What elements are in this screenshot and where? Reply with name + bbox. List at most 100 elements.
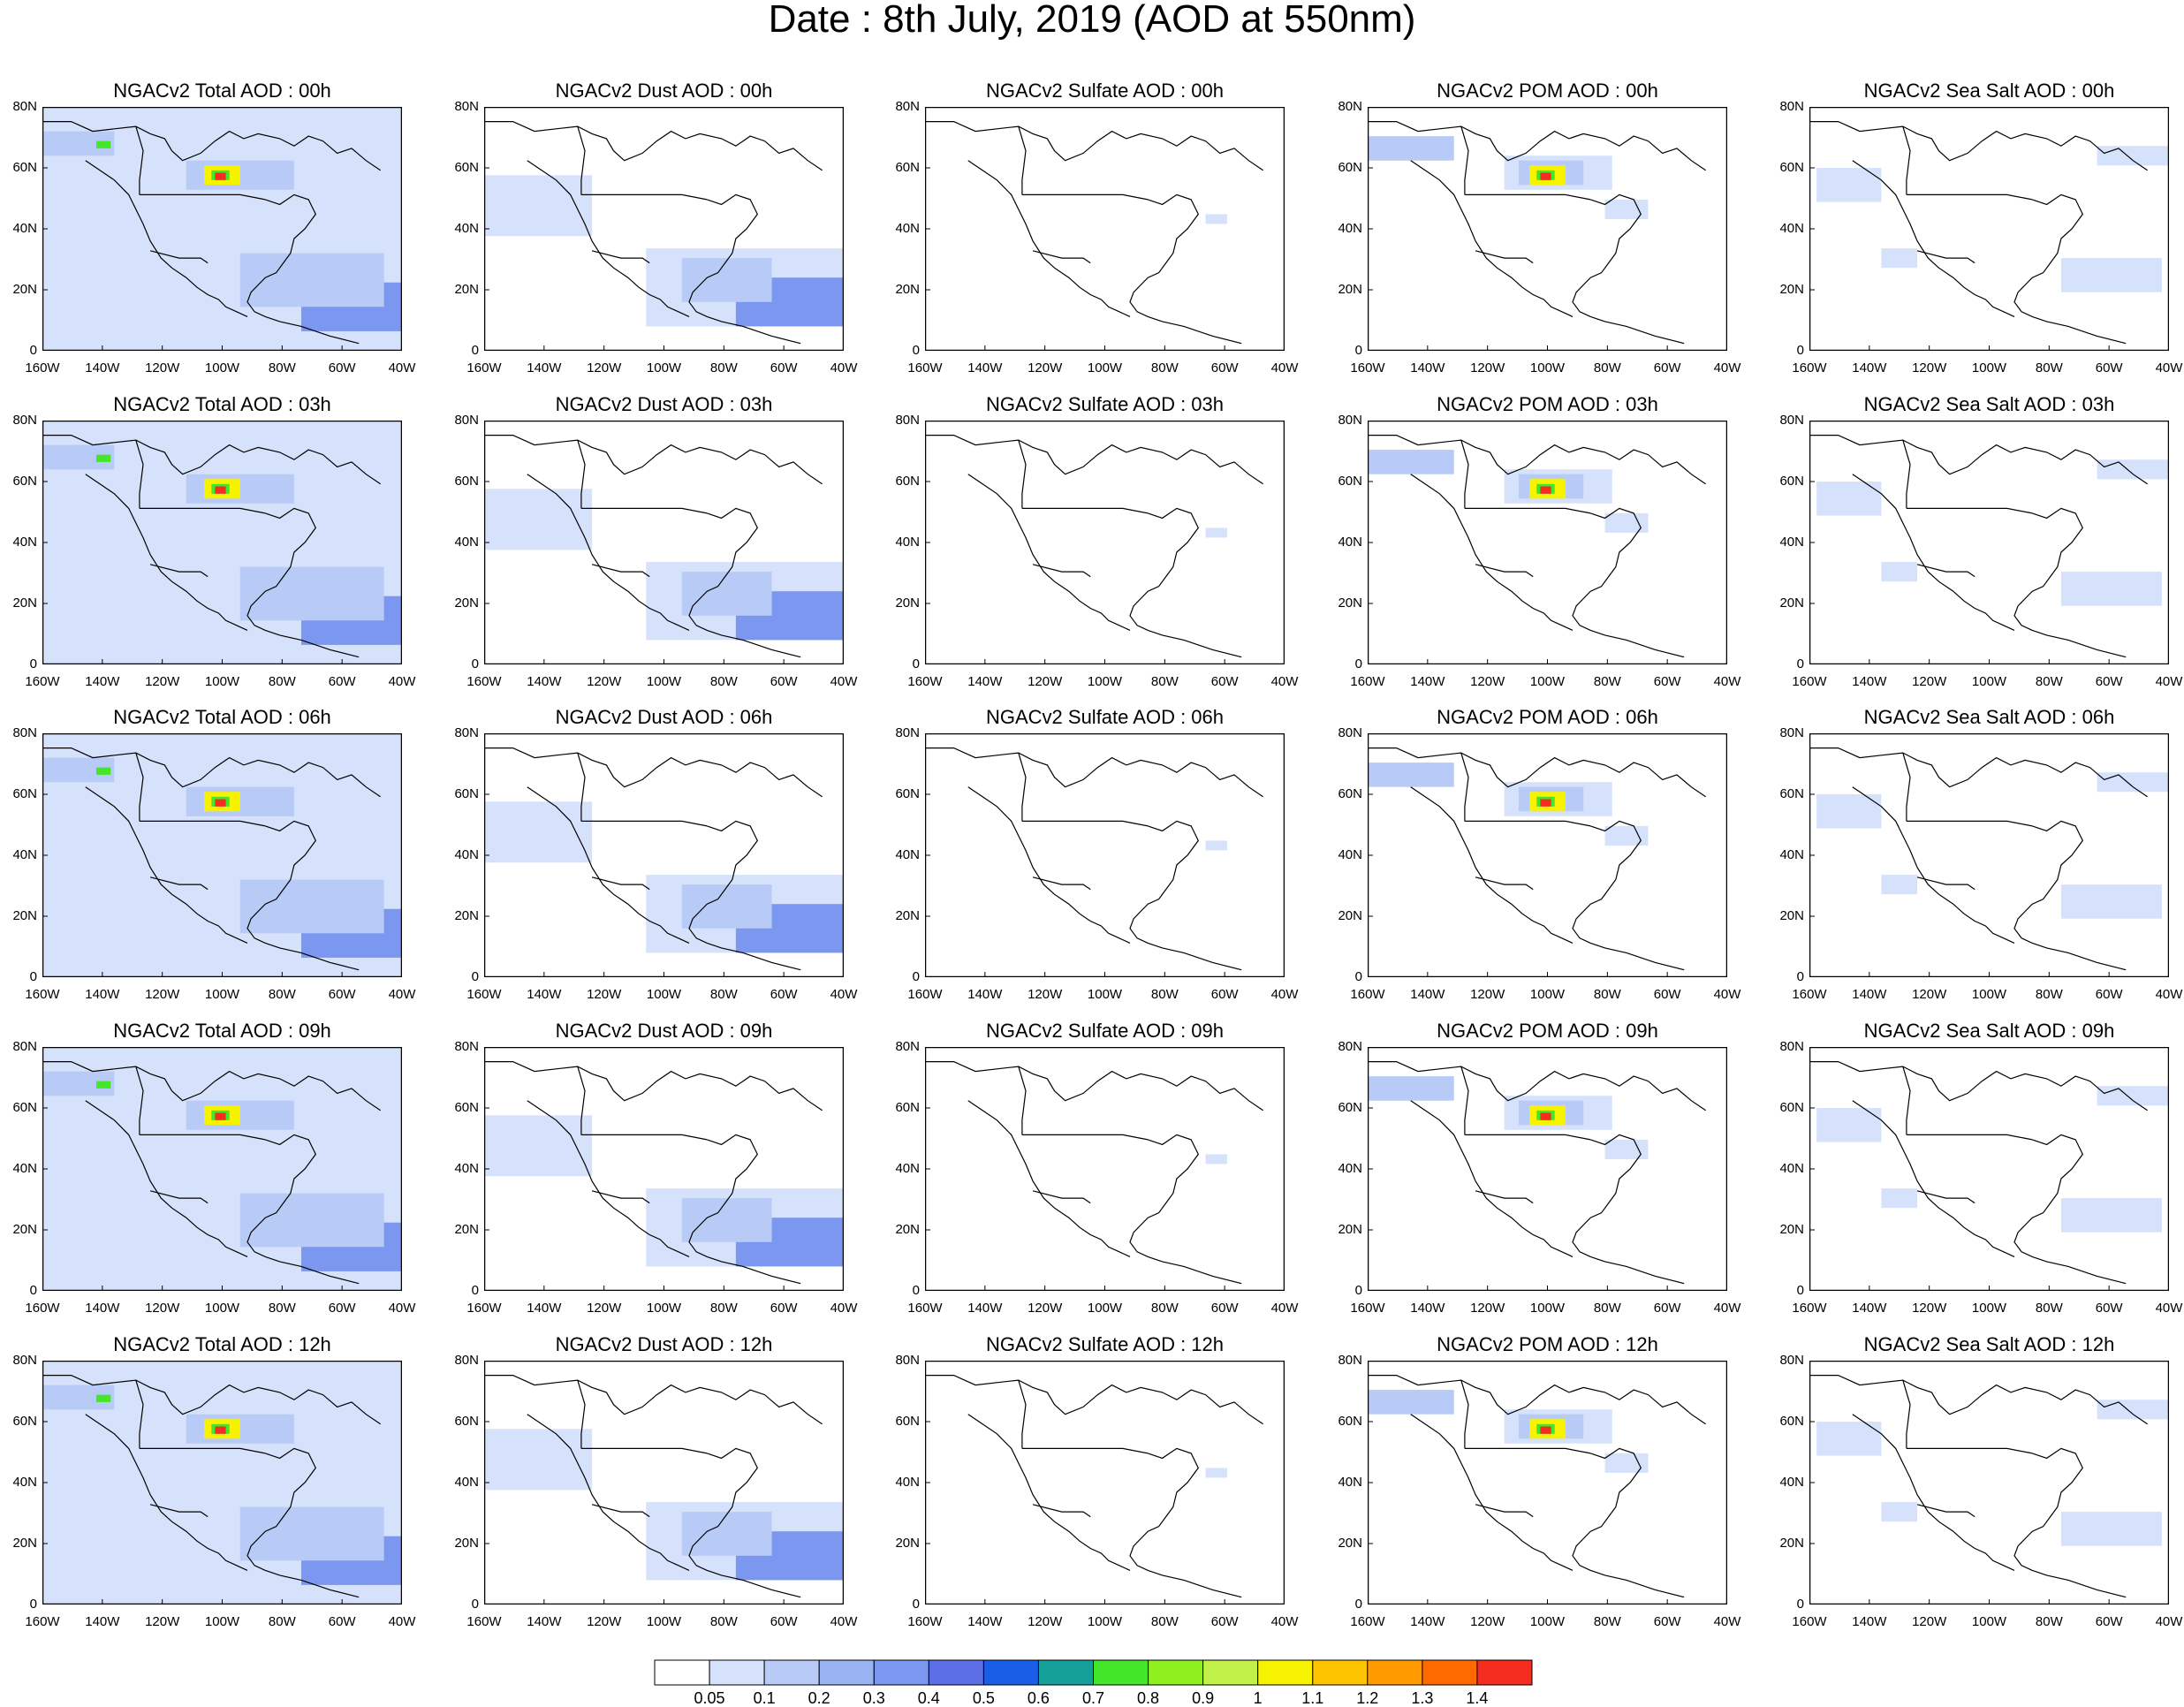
latitude-label: 80N <box>454 99 479 114</box>
coastline <box>1410 160 1574 317</box>
coastline <box>1852 1100 2015 1257</box>
longitude-label: 100W <box>1529 1614 1566 1629</box>
colorbar-swatch <box>928 1659 984 1686</box>
coastline <box>1572 507 1685 658</box>
coastline <box>1464 193 1591 201</box>
panel-title: NGACv2 Total AOD : 00h <box>113 80 331 102</box>
aod-shading <box>484 1429 593 1491</box>
longitude-label: 80W <box>1593 1301 1621 1316</box>
coastline <box>1916 876 1975 891</box>
map-frame <box>1809 733 2169 977</box>
latitude-label: 60N <box>12 160 37 175</box>
aod-map <box>1809 733 2169 977</box>
longitude-label: 60W <box>1653 1614 1681 1629</box>
latitude-label: 0 <box>1354 656 1362 671</box>
longitude-label: 40W <box>2155 360 2183 376</box>
latitude-label: 20N <box>1779 1222 1804 1237</box>
longitude-label: 100W <box>1971 987 2007 1002</box>
latitude-label: 0 <box>471 656 479 671</box>
coastline <box>135 1379 144 1449</box>
latitude-label: 40N <box>12 221 37 236</box>
latitude-label: 60N <box>454 160 479 175</box>
panel-title: NGACv2 Sea Salt AOD : 03h <box>1863 393 2115 415</box>
longitude-label: 60W <box>770 360 798 376</box>
coastline <box>925 435 1263 485</box>
latitude-label: 40N <box>12 535 37 550</box>
longitude-label: 40W <box>1713 1614 1741 1629</box>
longitude-label: 60W <box>2095 674 2123 689</box>
map-frame <box>925 421 1285 664</box>
latitude-label: 20N <box>12 596 37 611</box>
coastline <box>135 439 144 509</box>
longitude-label: 120W <box>1470 1614 1505 1629</box>
longitude-label: 100W <box>204 1301 240 1316</box>
aod-shading <box>1368 450 1454 474</box>
aod-shading <box>2060 572 2162 606</box>
aod-shading <box>96 1394 111 1402</box>
colorbar-swatch <box>654 1659 710 1686</box>
latitude-label: 60N <box>895 1100 920 1115</box>
longitude-label: 160W <box>25 1301 60 1316</box>
longitude-label: 140W <box>1410 987 1445 1002</box>
longitude-label: 160W <box>907 360 943 376</box>
panel-title: NGACv2 Total AOD : 09h <box>113 1020 331 1042</box>
latitude-label: 60N <box>1338 786 1362 801</box>
aod-map <box>42 1361 402 1605</box>
coastline <box>580 820 708 827</box>
aod-shading <box>2060 1512 2162 1546</box>
coastline <box>1460 1379 1469 1449</box>
colorbar-label: 0.8 <box>1137 1689 1160 1707</box>
coastline <box>149 1504 209 1518</box>
aod-shading <box>1540 799 1551 807</box>
coastline <box>1906 820 2033 827</box>
aod-map <box>1809 1047 2169 1291</box>
latitude-label: 40N <box>1338 221 1362 236</box>
longitude-label: 140W <box>967 360 1003 376</box>
longitude-label: 60W <box>1653 1301 1681 1316</box>
panel-title: NGACv2 POM AOD : 03h <box>1437 393 1658 415</box>
latitude-label: 0 <box>1796 1283 1804 1298</box>
coastline <box>1852 1414 2015 1571</box>
aod-shading <box>96 140 111 148</box>
coastline <box>1906 507 2033 514</box>
panel-title: NGACv2 Sulfate AOD : 06h <box>985 706 1225 728</box>
longitude-label: 160W <box>1350 1301 1385 1316</box>
latitude-label: 20N <box>1779 282 1804 297</box>
longitude-label: 120W <box>1912 987 1947 1002</box>
coastline <box>139 193 266 201</box>
latitude-label: 20N <box>1338 1222 1362 1237</box>
longitude-label: 60W <box>328 1301 356 1316</box>
coastline <box>1018 1379 1027 1449</box>
aod-map <box>1368 1361 1727 1605</box>
latitude-label: 60N <box>1338 474 1362 489</box>
longitude-label: 140W <box>85 987 120 1002</box>
latitude-label: 60N <box>454 1414 479 1429</box>
aod-shading <box>2097 1400 2169 1420</box>
coastline <box>1460 752 1469 822</box>
latitude-label: 40N <box>1779 847 1804 862</box>
panel-title: NGACv2 Sulfate AOD : 03h <box>985 393 1225 415</box>
longitude-label: 100W <box>204 674 240 689</box>
latitude-label: 60N <box>454 1100 479 1115</box>
longitude-label: 140W <box>1852 360 1887 376</box>
aod-shading <box>2097 146 2169 166</box>
aod-map <box>1368 421 1727 664</box>
coastline <box>1368 121 1706 171</box>
longitude-label: 140W <box>527 1614 562 1629</box>
aod-shading <box>484 175 593 237</box>
latitude-label: 40N <box>1779 1161 1804 1176</box>
longitude-label: 40W <box>1713 360 1741 376</box>
aod-shading <box>1205 214 1227 224</box>
coastline <box>1902 752 1911 822</box>
colorbar-swatch <box>1093 1659 1149 1686</box>
latitude-label: 0 <box>29 1283 37 1298</box>
latitude-label: 60N <box>1338 160 1362 175</box>
colorbar-label: 1 <box>1253 1689 1263 1707</box>
aod-shading <box>2097 459 2169 480</box>
longitude-label: 120W <box>587 674 622 689</box>
latitude-label: 40N <box>895 1161 920 1176</box>
longitude-label: 100W <box>1971 1614 2007 1629</box>
aod-map <box>42 107 402 351</box>
aod-shading <box>96 454 111 462</box>
coastline <box>1572 1447 1685 1598</box>
